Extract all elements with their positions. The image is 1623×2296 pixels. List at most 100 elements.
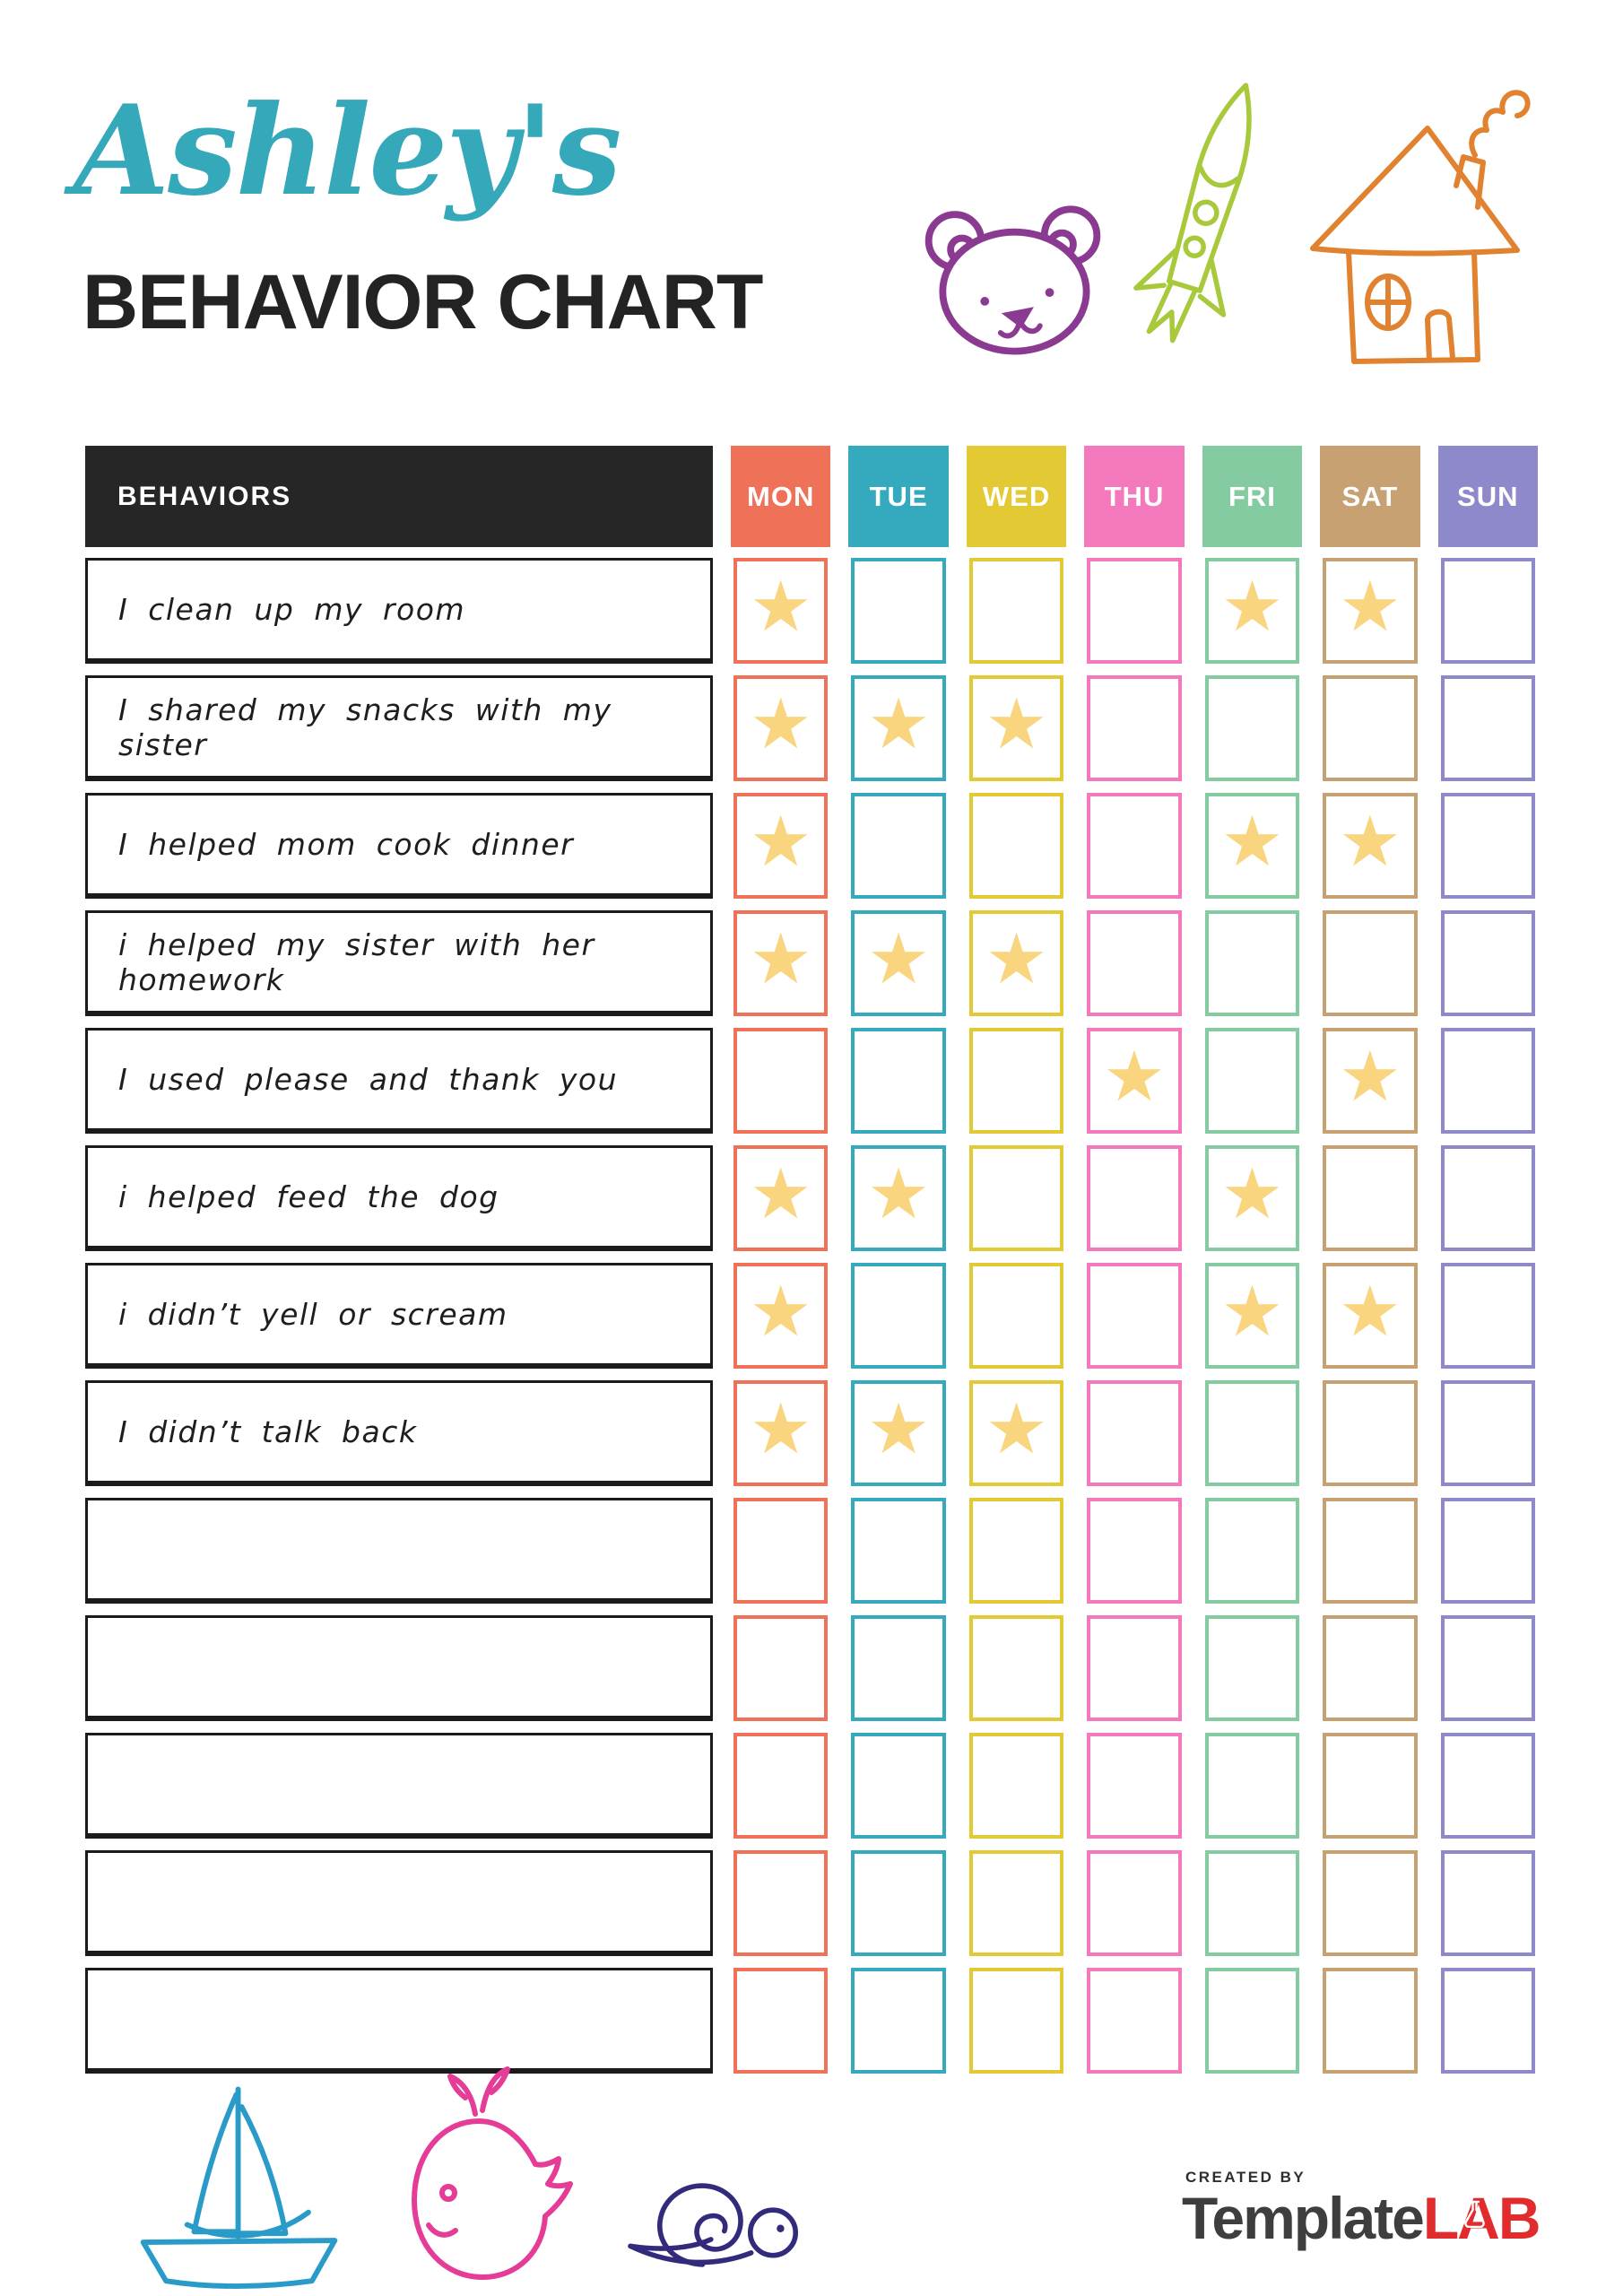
day-cell-mon: ★ bbox=[733, 793, 829, 899]
day-cell-sun bbox=[1440, 910, 1535, 1016]
day-cell-thu bbox=[1087, 1498, 1182, 1604]
day-cell-mon bbox=[733, 1615, 829, 1721]
day-cell-thu bbox=[1087, 1733, 1182, 1839]
behavior-row: i helped my sister with her homework ★ ★ ★ bbox=[85, 910, 1538, 1016]
day-header-thu: THU bbox=[1084, 446, 1185, 547]
day-cell-fri: ★ bbox=[1204, 1145, 1300, 1251]
day-cell-sat bbox=[1323, 1145, 1418, 1251]
star-icon: ★ bbox=[749, 919, 812, 1000]
behavior-label: I shared my snacks with my sister bbox=[85, 675, 713, 781]
whale-icon bbox=[412, 2066, 573, 2280]
day-cell-thu: ★ bbox=[1087, 1028, 1182, 1134]
rocket-icon bbox=[1133, 83, 1252, 344]
day-cell-sat bbox=[1323, 1498, 1418, 1604]
day-cell-wed bbox=[968, 1263, 1064, 1369]
behavior-label bbox=[85, 1615, 713, 1721]
day-cell-wed: ★ bbox=[968, 675, 1064, 781]
day-cell-tue bbox=[851, 1968, 946, 2074]
star-icon: ★ bbox=[1220, 567, 1284, 648]
behavior-row: I didn’t talk back ★ ★ ★ bbox=[85, 1380, 1538, 1486]
day-cell-tue: ★ bbox=[851, 1145, 946, 1251]
child-name-title: Ashley's bbox=[74, 77, 621, 223]
page-title: BEHAVIOR CHART bbox=[82, 259, 763, 345]
day-cell-sat: ★ bbox=[1323, 1028, 1418, 1134]
star-icon: ★ bbox=[749, 1389, 812, 1470]
day-cell-mon bbox=[733, 1028, 829, 1134]
day-header-mon: MON bbox=[731, 446, 831, 547]
day-cell-thu bbox=[1087, 1850, 1182, 1956]
day-cell-sun bbox=[1440, 1615, 1535, 1721]
behavior-row: I helped mom cook dinner ★ ★ ★ bbox=[85, 793, 1538, 899]
day-cell-thu bbox=[1087, 1380, 1182, 1486]
day-cell-wed bbox=[968, 558, 1064, 664]
day-cell-mon: ★ bbox=[733, 675, 829, 781]
star-icon: ★ bbox=[1220, 1272, 1284, 1352]
day-cell-thu bbox=[1087, 793, 1182, 899]
day-cell-tue bbox=[851, 1028, 946, 1134]
star-icon: ★ bbox=[1220, 802, 1284, 883]
brand-template-text: Template bbox=[1182, 2185, 1425, 2251]
day-cell-mon: ★ bbox=[733, 1263, 829, 1369]
house-icon bbox=[1310, 90, 1531, 364]
day-cell-fri bbox=[1204, 675, 1300, 781]
day-cell-sun bbox=[1440, 1380, 1535, 1486]
day-cell-tue bbox=[851, 1615, 946, 1721]
day-cell-sun bbox=[1440, 558, 1535, 664]
day-cell-sat: ★ bbox=[1323, 558, 1418, 664]
behavior-label: I clean up my room bbox=[85, 558, 713, 664]
behavior-label: I used please and thank you bbox=[85, 1028, 713, 1134]
day-cell-tue bbox=[851, 1850, 946, 1956]
behavior-row: I clean up my room ★ ★ ★ bbox=[85, 558, 1538, 664]
day-cell-tue bbox=[851, 1733, 946, 1839]
day-cell-sat: ★ bbox=[1323, 1263, 1418, 1369]
day-cell-thu bbox=[1087, 675, 1182, 781]
brand-name: TemplateLAB bbox=[1182, 2185, 1541, 2251]
day-cell-tue bbox=[851, 793, 946, 899]
bear-icon bbox=[924, 205, 1101, 355]
day-cell-fri bbox=[1204, 1615, 1300, 1721]
day-cell-fri bbox=[1204, 1968, 1300, 2074]
star-icon: ★ bbox=[749, 684, 812, 765]
day-cell-sat bbox=[1323, 1380, 1418, 1486]
day-cell-sat bbox=[1323, 1850, 1418, 1956]
day-cell-wed bbox=[968, 1733, 1064, 1839]
day-cell-wed: ★ bbox=[968, 910, 1064, 1016]
behavior-row bbox=[85, 1968, 1538, 2074]
star-icon: ★ bbox=[1338, 1272, 1402, 1352]
star-icon: ★ bbox=[1338, 567, 1402, 648]
day-cell-sun bbox=[1440, 1145, 1535, 1251]
created-by-label: CREATED BY bbox=[1185, 2169, 1306, 2186]
day-cell-tue: ★ bbox=[851, 675, 946, 781]
day-cell-mon bbox=[733, 1968, 829, 2074]
day-cell-sat bbox=[1323, 910, 1418, 1016]
day-cell-wed bbox=[968, 1968, 1064, 2074]
behavior-row bbox=[85, 1733, 1538, 1839]
flask-icon bbox=[1464, 2200, 1485, 2228]
snail-icon bbox=[628, 2183, 799, 2267]
day-cell-mon bbox=[733, 1733, 829, 1839]
day-cell-mon: ★ bbox=[733, 558, 829, 664]
behavior-row: i didn’t yell or scream ★ ★ ★ bbox=[85, 1263, 1538, 1369]
star-icon: ★ bbox=[867, 1389, 931, 1470]
behavior-label bbox=[85, 1850, 713, 1956]
day-cell-sun bbox=[1440, 793, 1535, 899]
day-cell-sat bbox=[1323, 1733, 1418, 1839]
day-cell-mon: ★ bbox=[733, 1380, 829, 1486]
day-cell-wed bbox=[968, 793, 1064, 899]
star-icon: ★ bbox=[1338, 802, 1402, 883]
table-body: I clean up my room ★ ★ ★ I shared my snacks … bbox=[85, 558, 1538, 2074]
day-cell-tue bbox=[851, 558, 946, 664]
day-cell-thu bbox=[1087, 1263, 1182, 1369]
day-cell-tue bbox=[851, 1263, 946, 1369]
day-cell-thu bbox=[1087, 1968, 1182, 2074]
day-cell-mon: ★ bbox=[733, 1145, 829, 1251]
star-icon: ★ bbox=[985, 1389, 1048, 1470]
day-cell-sun bbox=[1440, 1498, 1535, 1604]
day-cell-fri: ★ bbox=[1204, 793, 1300, 899]
day-cell-mon: ★ bbox=[733, 910, 829, 1016]
day-cell-mon bbox=[733, 1850, 829, 1956]
star-icon: ★ bbox=[985, 919, 1048, 1000]
day-cell-fri bbox=[1204, 910, 1300, 1016]
star-icon: ★ bbox=[985, 684, 1048, 765]
